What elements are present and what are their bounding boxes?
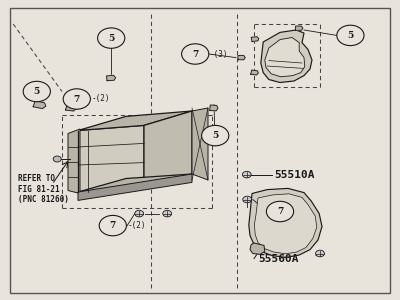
Polygon shape — [251, 70, 258, 75]
Polygon shape — [296, 26, 303, 30]
Polygon shape — [265, 38, 305, 77]
Text: 7: 7 — [110, 221, 116, 230]
Text: 5: 5 — [34, 87, 40, 96]
Circle shape — [266, 201, 294, 222]
Circle shape — [98, 28, 125, 48]
Text: -(2): -(2) — [91, 94, 110, 103]
Text: 55560A: 55560A — [258, 254, 298, 264]
Polygon shape — [78, 111, 192, 130]
Text: 5: 5 — [212, 131, 218, 140]
Circle shape — [99, 215, 126, 236]
Circle shape — [63, 89, 90, 109]
Circle shape — [53, 156, 61, 162]
Circle shape — [316, 250, 324, 257]
Text: 7: 7 — [277, 207, 283, 216]
Circle shape — [135, 210, 144, 217]
Polygon shape — [238, 56, 245, 60]
Text: 7: 7 — [192, 50, 198, 58]
Polygon shape — [78, 174, 192, 200]
Polygon shape — [144, 111, 192, 188]
Circle shape — [242, 171, 251, 178]
Polygon shape — [210, 105, 218, 111]
Text: REFER TO
FIG 81-21
(PNC 81260): REFER TO FIG 81-21 (PNC 81260) — [18, 174, 69, 204]
Text: -(3): -(3) — [210, 50, 228, 58]
Polygon shape — [66, 105, 76, 111]
Circle shape — [202, 125, 229, 146]
Circle shape — [337, 25, 364, 46]
Polygon shape — [78, 174, 192, 192]
Text: 55510A: 55510A — [274, 170, 314, 181]
Text: -(2): -(2) — [127, 221, 146, 230]
Circle shape — [243, 196, 252, 203]
Polygon shape — [249, 188, 322, 257]
Text: 5: 5 — [347, 31, 354, 40]
Circle shape — [163, 210, 172, 217]
Text: 5: 5 — [108, 34, 114, 43]
Text: 7: 7 — [74, 94, 80, 103]
Polygon shape — [68, 129, 80, 194]
Polygon shape — [106, 75, 116, 81]
Polygon shape — [78, 125, 144, 192]
Polygon shape — [261, 30, 312, 82]
Polygon shape — [254, 194, 317, 254]
Polygon shape — [250, 243, 265, 254]
Circle shape — [23, 81, 50, 102]
Polygon shape — [33, 101, 46, 109]
Polygon shape — [251, 37, 259, 41]
Polygon shape — [192, 108, 208, 180]
Circle shape — [182, 44, 209, 64]
